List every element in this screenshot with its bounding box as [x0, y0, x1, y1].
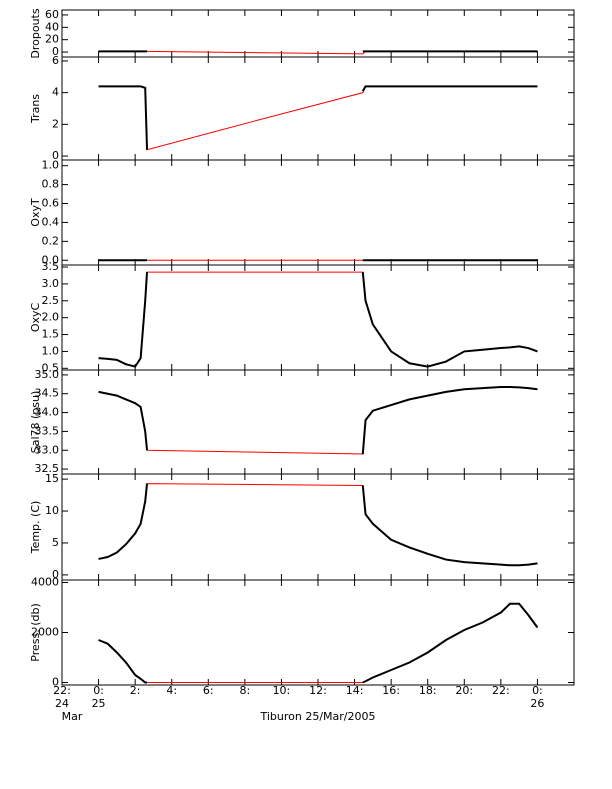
- series-line: [98, 271, 538, 368]
- y-tick-label: 0: [52, 676, 59, 689]
- y-tick-label: 2.0: [42, 311, 60, 324]
- y-tick-label: 0.4: [42, 215, 60, 228]
- x-tick-label: 14:: [346, 684, 364, 697]
- panel-frame: [61, 579, 575, 686]
- y-axis-label: OxyC: [29, 303, 42, 333]
- y-tick-label: 0: [52, 149, 59, 162]
- y-tick-label: 15: [45, 472, 59, 485]
- y-tick-label: 0.6: [42, 197, 60, 210]
- x-tick-label: 0:: [93, 684, 104, 697]
- x-tick-label: 8:: [239, 684, 250, 697]
- y-tick-label: 60: [45, 8, 59, 21]
- series-line: [98, 386, 538, 455]
- y-tick-label: 2: [52, 117, 59, 130]
- y-tick-label: 32.5: [35, 462, 60, 475]
- y-tick-label: 0.5: [42, 361, 60, 374]
- series-line: [98, 603, 538, 683]
- y-axis-label: Temp. (C): [29, 501, 42, 555]
- y-tick-label: 34.0: [35, 406, 60, 419]
- x-tick-label: 12:: [309, 684, 327, 697]
- y-tick-label: 0: [52, 45, 59, 58]
- x-tick-label: 20:: [455, 684, 473, 697]
- x-tick-label: 22:: [492, 684, 510, 697]
- y-tick-label: 33.0: [35, 443, 60, 456]
- x-tick-label: 0:: [532, 684, 543, 697]
- x-tick-month-label: Mar: [62, 710, 83, 723]
- y-tick-label: 5: [52, 536, 59, 549]
- y-tick-label: 2.5: [42, 294, 60, 307]
- y-tick-label: 34.5: [35, 387, 60, 400]
- panel-frame: [61, 56, 575, 161]
- y-axis-label: Dropouts: [29, 8, 42, 58]
- x-tick-day-label: 24: [55, 697, 69, 710]
- y-tick-label: 40: [45, 20, 59, 33]
- x-tick-label: 10:: [273, 684, 291, 697]
- panel-frame: [61, 9, 575, 58]
- y-tick-label: 33.5: [35, 424, 60, 437]
- series-line: [98, 271, 538, 368]
- y-tick-label: 6: [52, 54, 59, 67]
- y-tick-label: 20: [45, 33, 59, 46]
- y-axis-label: Trans: [29, 94, 42, 124]
- y-tick-label: 0.2: [42, 234, 60, 247]
- y-tick-label: 0: [52, 568, 59, 581]
- y-tick-label: 1.0: [42, 344, 60, 357]
- series-line: [98, 483, 538, 567]
- x-tick-day-label: 25: [92, 697, 106, 710]
- x-tick-label: 6:: [203, 684, 214, 697]
- y-tick-label: 4: [52, 86, 59, 99]
- y-tick-label: 3.0: [42, 277, 60, 290]
- x-tick-label: 4:: [166, 684, 177, 697]
- y-tick-label: 10: [45, 504, 59, 517]
- series-line: [98, 385, 538, 455]
- y-tick-label: 0.8: [42, 178, 60, 191]
- y-tick-label: 3.5: [42, 260, 60, 273]
- y-tick-label: 0.0: [42, 253, 60, 266]
- y-axis-label: Press. (db): [29, 603, 42, 662]
- series-line: [98, 602, 539, 684]
- x-tick-label: 16:: [382, 684, 400, 697]
- series-line: [98, 85, 538, 150]
- series-line: [98, 85, 538, 151]
- x-tick-label: 22:: [53, 684, 71, 697]
- x-tick-label: 18:: [419, 684, 437, 697]
- y-tick-label: 35.0: [35, 368, 60, 381]
- y-tick-label: 1.5: [42, 328, 60, 341]
- y-axis-label: Sal78 (psu): [29, 391, 42, 454]
- y-tick-label: 2000: [31, 626, 59, 639]
- panel-frame: [61, 369, 575, 475]
- series-line: [98, 483, 538, 566]
- y-tick-label: 4000: [31, 576, 59, 589]
- y-axis-label: OxyT: [29, 198, 42, 227]
- x-tick-label: 2:: [130, 684, 141, 697]
- panel-frame: [61, 264, 575, 371]
- x-axis-label: Tiburon 25/Mar/2005: [259, 710, 375, 723]
- x-tick-day-label: 26: [530, 697, 544, 710]
- panel-frame: [61, 159, 575, 266]
- y-tick-label: 1.0: [42, 159, 60, 172]
